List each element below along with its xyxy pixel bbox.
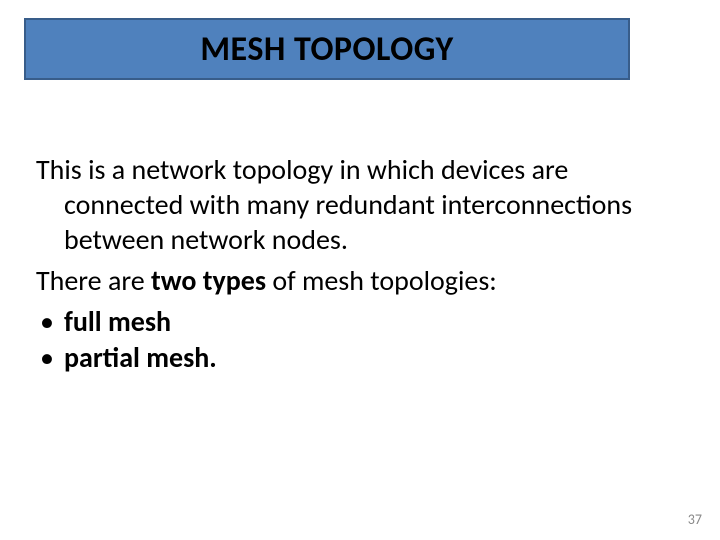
para2-suffix: of mesh topologies: [266,263,497,298]
list-item: full mesh [36,304,684,340]
slide: MESH TOPOLOGY This is a network topology… [0,0,720,540]
slide-body: This is a network topology in which devi… [36,152,684,377]
page-number: 37 [688,511,702,528]
para2-prefix: There are [36,263,151,298]
bullet-label: partial mesh. [64,340,217,375]
title-box: MESH TOPOLOGY [24,18,630,80]
types-intro: There are two types of mesh topologies: [36,263,684,298]
definition-paragraph: This is a network topology in which devi… [36,152,684,257]
para2-bold: two types [151,263,266,298]
para1-rest: connected with many redundant interconne… [36,187,684,257]
para1-line1: This is a network topology in which devi… [36,152,568,187]
slide-title: MESH TOPOLOGY [200,29,453,70]
list-item: partial mesh. [36,340,684,376]
bullet-label: full mesh [64,304,171,339]
bullet-list: full mesh partial mesh. [36,304,684,377]
